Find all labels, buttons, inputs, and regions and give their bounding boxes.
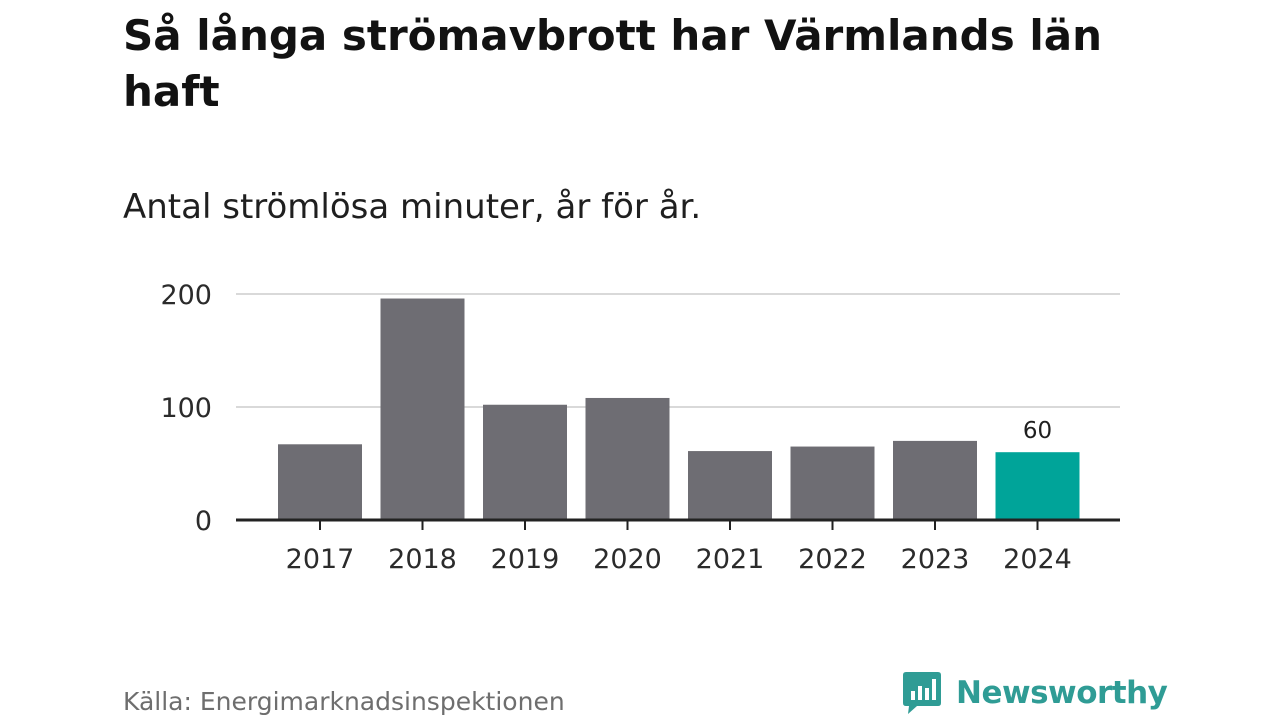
bar-2022 [790, 446, 875, 520]
bar-chart-speech-bubble-icon [903, 672, 941, 714]
chart-subtitle: Antal strömlösa minuter, år för år. [123, 187, 702, 227]
bar-2018 [380, 298, 465, 520]
source-note: Källa: Energimarknadsinspektionen [123, 687, 565, 716]
bars [278, 298, 1080, 520]
y-tick-label: 100 [160, 393, 212, 424]
bar-2023 [893, 440, 977, 520]
brand-name: Newsworthy [956, 675, 1168, 711]
y-tick-label: 0 [195, 506, 212, 537]
gridlines [236, 293, 1120, 408]
chart-title: Så långa strömavbrott har Värmlands län … [123, 11, 1102, 116]
bar-2021 [688, 451, 772, 520]
bar-2017 [278, 444, 362, 520]
x-tick-label: 2017 [286, 544, 355, 575]
x-tick-label: 2023 [901, 544, 970, 575]
x-axis [236, 518, 1120, 530]
x-tick-label: 2022 [798, 544, 867, 575]
bar-2020 [585, 397, 670, 520]
x-tick-label: 2024 [1003, 544, 1072, 575]
brand-logo: Newsworthy [902, 670, 1168, 716]
x-tick-label: 2021 [696, 544, 765, 575]
y-tick-label: 200 [160, 280, 212, 311]
x-tick-label: 2020 [593, 544, 662, 575]
bar-2024 [995, 452, 1080, 520]
labels: 0 100 200 2017 2018 2019 2020 2021 2022 2023 2024 6… [160, 280, 1071, 575]
bar-2019 [483, 404, 567, 520]
x-tick-label: 2019 [491, 544, 560, 575]
data-label: 60 [1023, 418, 1052, 444]
x-tick-label: 2018 [388, 544, 457, 575]
